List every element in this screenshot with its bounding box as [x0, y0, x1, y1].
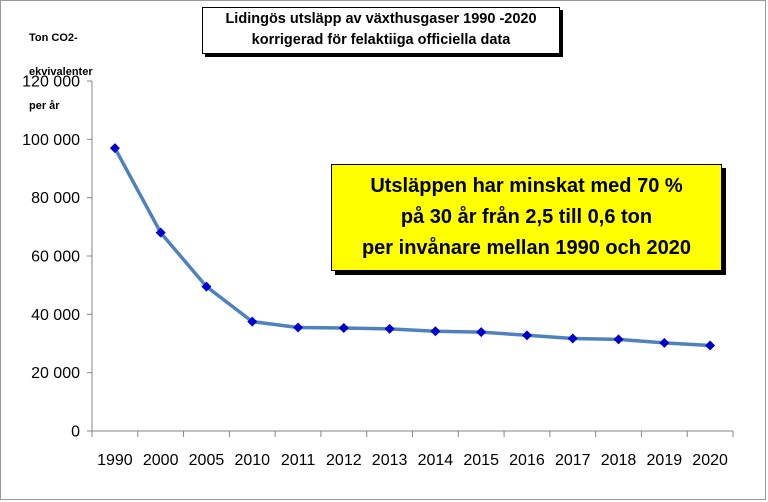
- y-axis-label-line: Ton CO2-: [29, 32, 78, 44]
- data-point-marker: [247, 316, 258, 327]
- y-tick-label: 40 000: [31, 307, 80, 324]
- y-tick-label: 20 000: [31, 365, 80, 382]
- x-tick-label: 2020: [692, 452, 728, 469]
- x-tick-label: 2015: [463, 452, 499, 469]
- y-axis-label-line: ekvivalenter: [29, 66, 93, 78]
- y-tick-label: 60 000: [31, 249, 80, 266]
- y-tick-label: 80 000: [31, 190, 80, 207]
- y-tick-label: 100 000: [22, 132, 80, 149]
- annotation-callout: Utsläppen har minskat med 70 % på 30 år …: [331, 164, 722, 271]
- y-axis-label: Ton CO2- ekvivalenter per år: [29, 13, 119, 132]
- chart-title-line: Lidingös utsläpp av växthusgaser 1990 -2…: [225, 11, 537, 27]
- data-point-marker: [430, 326, 441, 337]
- x-tick-label: 2016: [509, 452, 545, 469]
- series-line: [113, 147, 711, 348]
- annotation-line: per invånare mellan 1990 och 2020: [361, 237, 692, 259]
- data-point-marker: [338, 323, 349, 334]
- data-point-marker: [613, 334, 624, 345]
- data-point-marker: [109, 143, 120, 154]
- x-tick-label: 2013: [372, 452, 408, 469]
- y-tick-label: 0: [71, 424, 80, 441]
- x-tick-label: 2018: [601, 452, 637, 469]
- x-tick-label: 2012: [326, 452, 362, 469]
- data-point-marker: [476, 327, 487, 338]
- data-point-marker: [155, 227, 166, 238]
- x-tick-label: 1990: [97, 452, 133, 469]
- y-axis-label-line: per år: [29, 100, 60, 112]
- x-tick-label: 2011: [281, 452, 316, 469]
- x-tick-label: 2014: [418, 452, 454, 469]
- data-point-marker: [705, 340, 716, 351]
- x-tick-label: 2005: [189, 452, 225, 469]
- chart-title-line: korrigerad för felaktiiga officiella dat…: [251, 32, 511, 48]
- data-point-marker: [201, 281, 212, 292]
- x-tick-label: 2010: [234, 452, 270, 469]
- y-tick-label: 120 000: [22, 74, 80, 91]
- x-tick-label: 2017: [555, 452, 591, 469]
- annotation-line: Utsläppen har minskat med 70 %: [370, 175, 683, 197]
- data-point-marker: [293, 322, 304, 333]
- data-point-marker: [521, 330, 532, 341]
- x-tick-label: 2000: [143, 452, 179, 469]
- annotation-line: på 30 år från 2,5 till 0,6 ton: [400, 206, 653, 228]
- chart-title-box: Lidingös utsläpp av växthusgaser 1990 -2…: [202, 7, 560, 54]
- data-point-marker: [384, 323, 395, 334]
- x-tick-label: 2019: [647, 452, 683, 469]
- data-point-marker: [567, 333, 578, 344]
- data-point-marker: [659, 337, 670, 348]
